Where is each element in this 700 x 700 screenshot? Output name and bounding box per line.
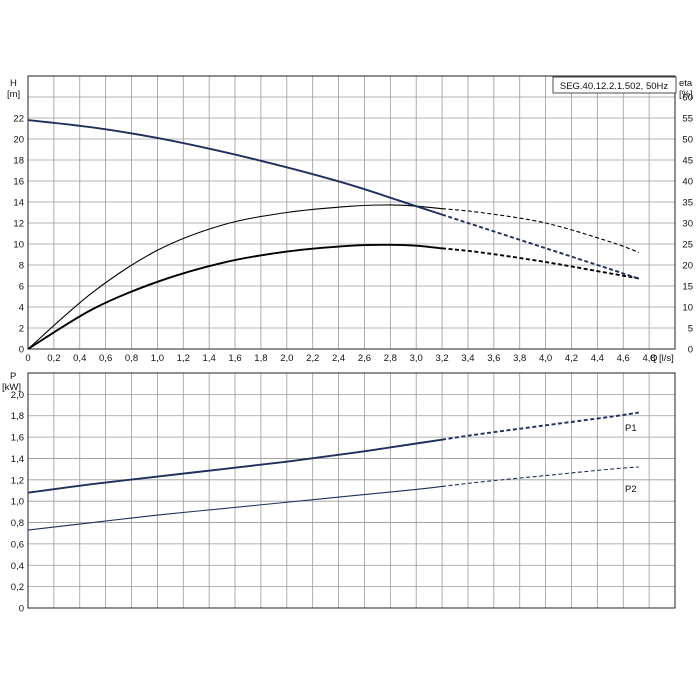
eta-tick-label: 35 [682,198,693,209]
series-eta-lower-line-solid [27,243,443,350]
h-tick-label: 10 [13,240,24,251]
p-tick-label: 1,0 [11,497,24,508]
p-axis-label-unit: [kW] [2,382,21,393]
eta-tick-label: 40 [682,177,693,188]
eta-tick-label: 10 [682,303,693,314]
x-tick-label: 3,6 [487,353,500,364]
title-box [552,76,677,94]
series-label-p2: P2 [625,484,637,495]
eta-tick-label: 15 [682,282,693,293]
eta-tick-label: 55 [682,114,693,125]
x-tick-label: 0 [25,353,30,364]
eta-tick-label: 60 [682,93,693,104]
series-eta-upper-line-dashed [442,208,639,253]
series-p2-line-solid [27,485,443,531]
h-tick-label: 20 [13,135,24,146]
series-p1-line-solid [27,438,443,494]
x-tick-label: 4,8 [643,353,656,364]
x-tick-label: 3,8 [513,353,526,364]
series-p2-line-dashed [442,466,639,487]
eta-tick-label: 45 [682,156,693,167]
h-tick-label: 14 [13,198,24,209]
h-tick-label: 12 [13,219,24,230]
x-tick-label: 0,8 [125,353,138,364]
x-tick-label: 0,2 [47,353,60,364]
x-tick-label: 2,0 [280,353,293,364]
h-tick-label: 18 [13,156,24,167]
p-tick-label: 0,6 [11,539,24,550]
series-eta-lower-line-dashed [441,247,639,280]
eta-tick-label: 50 [682,135,693,146]
p-axis-label-name: P [10,371,16,382]
x-tick-label: 0,6 [99,353,112,364]
x-axis-label-name: Q [650,353,657,364]
y-axis-label-unit: [m] [7,89,20,100]
eta-tick-label: 5 [688,324,693,335]
x-tick-label: 4,4 [591,353,604,364]
tick-labels: 0 0,2 0,4 0,6 0,8 1,0 1,2 1,4 1,6 1,8 2,0 2,2 2,4 2,6… [11,93,693,615]
x-tick-label: 2,8 [384,353,397,364]
bottom-panel-frame [27,372,676,609]
x-tick-label: 3,0 [410,353,423,364]
x-tick-label: 1,2 [177,353,190,364]
p-tick-label: 0,4 [11,561,24,572]
series-p1-line-dashed [441,411,639,441]
h-tick-label: 0 [19,345,24,356]
y2-axis-label-name: eta [679,78,693,89]
p-tick-label: 1,6 [11,433,24,444]
eta-tick-label: 20 [682,261,693,272]
p-tick-label: 1,8 [11,411,24,422]
series-layer [27,119,640,531]
y-axis-label-name: H [10,78,17,89]
series-h-line-dashed [441,213,640,280]
series-h-line-solid [27,119,443,216]
x-tick-label: 2,4 [332,353,345,364]
series-eta-upper-line-solid [27,204,443,350]
x-tick-label: 1,6 [228,353,241,364]
x-tick-label: 3,4 [461,353,474,364]
p-tick-label: 0 [19,604,24,615]
x-tick-label: 0,4 [73,353,86,364]
eta-tick-label: 25 [682,240,693,251]
eta-tick-label: 30 [682,219,693,230]
x-tick-label: 2,2 [306,353,319,364]
h-tick-label: 16 [13,177,24,188]
h-tick-label: 4 [19,303,24,314]
h-tick-label: 8 [19,261,24,272]
x-tick-label: 4,2 [565,353,578,364]
p-tick-label: 2,0 [11,390,24,401]
h-tick-label: 2 [19,324,24,335]
x-tick-label: 2,6 [358,353,371,364]
p-tick-label: 1,4 [11,454,24,465]
h-tick-label: 6 [19,282,24,293]
p-tick-label: 1,2 [11,475,24,486]
x-tick-label: 3,2 [435,353,448,364]
x-tick-label: 1,0 [151,353,164,364]
x-tick-label: 4,6 [617,353,630,364]
y2-axis-label-unit: [%] [679,89,693,100]
h-tick-label: 22 [13,114,24,125]
bottom-panel-grid [27,372,676,609]
top-panel-frame [27,75,676,350]
eta-tick-label: 0 [688,345,693,356]
p-tick-label: 0,8 [11,518,24,529]
top-panel-grid [27,75,676,350]
p-tick-label: 0,2 [11,582,24,593]
chart-title: SEG.40.12.2.1.502, 50Hz [560,81,669,92]
x-tick-label: 1,4 [203,353,216,364]
x-axis-label-unit: [l/s] [659,353,674,364]
x-tick-label: 1,8 [254,353,267,364]
series-label-p1: P1 [625,423,637,434]
x-tick-label: 4,0 [539,353,552,364]
